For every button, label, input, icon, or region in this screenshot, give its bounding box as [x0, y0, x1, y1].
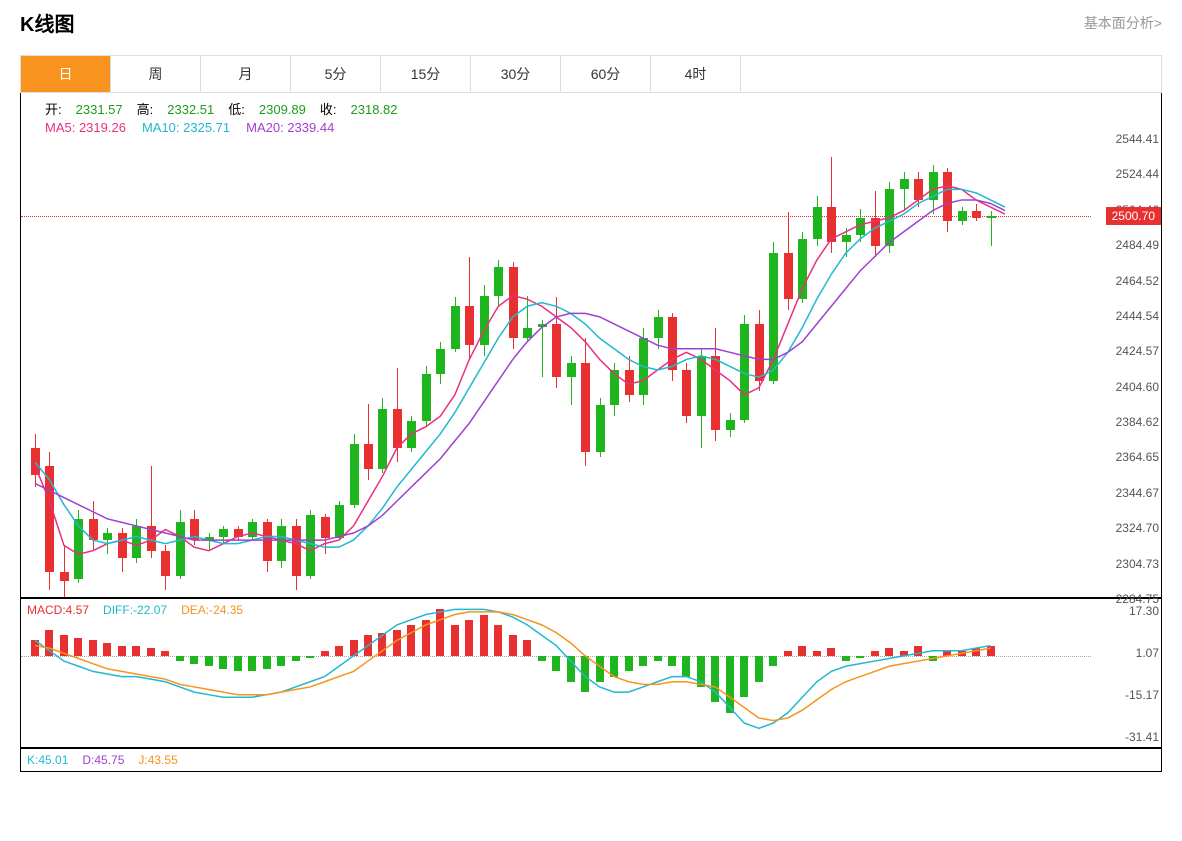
- macd-bar: [205, 656, 213, 666]
- macd-bar: [523, 640, 531, 656]
- chart-title: K线图: [20, 8, 74, 37]
- macd-bar: [465, 620, 473, 656]
- timeframe-tabs: 日周月5分15分30分60分4时: [20, 55, 1162, 93]
- kdj-info: K:45.01D:45.75J:43.55: [21, 749, 1161, 772]
- macd-bar: [914, 646, 922, 656]
- tab-5分[interactable]: 5分: [291, 56, 381, 92]
- macd-bar: [813, 651, 821, 656]
- candlestick-chart[interactable]: 2544.412524.442504.462484.492464.522444.…: [21, 139, 1161, 599]
- macd-bar: [118, 646, 126, 656]
- macd-bar: [625, 656, 633, 672]
- macd-bar: [306, 656, 314, 659]
- tab-日[interactable]: 日: [21, 56, 111, 92]
- macd-bar: [769, 656, 777, 666]
- macd-bar: [103, 643, 111, 656]
- macd-bar: [364, 635, 372, 656]
- macd-bar: [60, 635, 68, 656]
- macd-bar: [581, 656, 589, 692]
- macd-bar: [407, 625, 415, 656]
- macd-bar: [567, 656, 575, 682]
- macd-bar: [248, 656, 256, 672]
- macd-bar: [436, 609, 444, 656]
- macd-bar: [451, 625, 459, 656]
- macd-bar: [234, 656, 242, 672]
- macd-bar: [552, 656, 560, 672]
- macd-bar: [740, 656, 748, 697]
- macd-bar: [509, 635, 517, 656]
- macd-bar: [798, 646, 806, 656]
- macd-bar: [263, 656, 271, 669]
- macd-bar: [350, 640, 358, 656]
- macd-bar: [697, 656, 705, 687]
- macd-bar: [161, 651, 169, 656]
- macd-bar: [378, 633, 386, 656]
- current-price-tag: 2500.70: [1106, 207, 1161, 225]
- macd-bar: [147, 648, 155, 656]
- tab-60分[interactable]: 60分: [561, 56, 651, 92]
- macd-panel[interactable]: MACD:4.57DIFF:-22.07DEA:-24.35 17.301.07…: [21, 599, 1161, 749]
- macd-bar: [943, 651, 951, 656]
- ma-info: MA5: 2319.26MA10: 2325.71MA20: 2339.44: [21, 120, 1161, 139]
- macd-bar: [480, 615, 488, 656]
- macd-bar: [422, 620, 430, 656]
- macd-bar: [929, 656, 937, 661]
- tab-4时[interactable]: 4时: [651, 56, 741, 92]
- ohlc-info: 开:2331.57高:2332.51低:2309.89收:2318.82: [21, 93, 1161, 120]
- macd-bar: [639, 656, 647, 666]
- macd-bar: [654, 656, 662, 661]
- tab-15分[interactable]: 15分: [381, 56, 471, 92]
- analysis-link[interactable]: 基本面分析>: [1084, 13, 1162, 33]
- macd-bar: [784, 651, 792, 656]
- macd-bar: [190, 656, 198, 664]
- macd-bar: [596, 656, 604, 682]
- macd-bar: [538, 656, 546, 661]
- macd-bar: [885, 648, 893, 656]
- macd-bar: [682, 656, 690, 677]
- macd-bar: [711, 656, 719, 703]
- macd-bar: [292, 656, 300, 661]
- tab-月[interactable]: 月: [201, 56, 291, 92]
- macd-bar: [393, 630, 401, 656]
- macd-bar: [972, 648, 980, 656]
- macd-bar: [610, 656, 618, 677]
- macd-bar: [176, 656, 184, 661]
- macd-bar: [89, 640, 97, 656]
- macd-bar: [842, 656, 850, 661]
- macd-bar: [856, 656, 864, 659]
- macd-bar: [668, 656, 676, 666]
- macd-bar: [987, 646, 995, 656]
- macd-bar: [494, 625, 502, 656]
- macd-bar: [871, 651, 879, 656]
- macd-bar: [335, 646, 343, 656]
- macd-bar: [726, 656, 734, 713]
- macd-bar: [219, 656, 227, 669]
- tab-周[interactable]: 周: [111, 56, 201, 92]
- macd-bar: [755, 656, 763, 682]
- macd-bar: [74, 638, 82, 656]
- tab-30分[interactable]: 30分: [471, 56, 561, 92]
- macd-bar: [900, 651, 908, 656]
- macd-bar: [827, 648, 835, 656]
- macd-bar: [132, 646, 140, 656]
- macd-bar: [45, 630, 53, 656]
- macd-bar: [277, 656, 285, 666]
- macd-bar: [321, 651, 329, 656]
- macd-bar: [958, 651, 966, 656]
- macd-bar: [31, 640, 39, 656]
